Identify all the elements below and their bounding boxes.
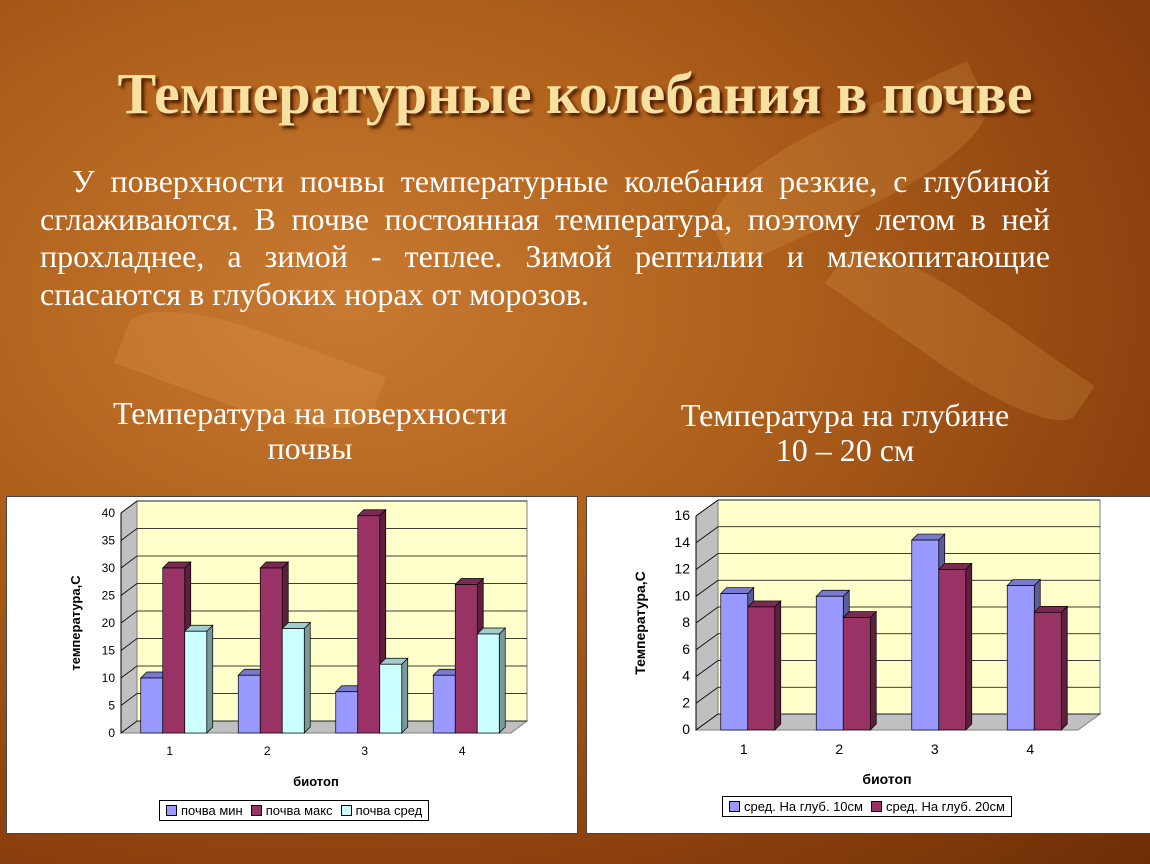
surface-chart-legend: почва мин почва макс почва сред bbox=[159, 800, 430, 821]
legend-swatch bbox=[870, 801, 882, 812]
legend-item: сред. На глуб. 10см bbox=[729, 799, 863, 814]
legend-item: почва мин bbox=[166, 803, 243, 818]
left-caption-line1: Температура на поверхности bbox=[112, 395, 508, 431]
body-paragraph: У поверхности почвы температурные колеба… bbox=[40, 163, 1050, 312]
legend-item: сред. На глуб. 20см bbox=[870, 799, 1005, 814]
surface-chart-panel bbox=[6, 496, 578, 834]
legend-item: почва макс bbox=[250, 803, 333, 818]
legend-swatch bbox=[166, 805, 177, 816]
legend-swatch bbox=[340, 805, 352, 816]
legend-item: почва сред bbox=[340, 803, 423, 818]
right-chart-caption: Температура на глубине 10 – 20 см bbox=[610, 398, 1080, 468]
left-chart-caption: Температура на поверхности почвы bbox=[40, 396, 580, 466]
legend-label: почва сред bbox=[355, 803, 423, 818]
legend-label: сред. На глуб. 20см bbox=[885, 799, 1005, 814]
right-caption-line2: 10 – 20 см bbox=[775, 432, 915, 468]
legend-swatch bbox=[729, 801, 740, 812]
legend-swatch bbox=[250, 805, 262, 816]
slide-title: Температурные колебания в почве bbox=[117, 61, 1033, 126]
legend-label: почва мин bbox=[181, 803, 243, 818]
depth-chart-legend: сред. На глуб. 10см сред. На глуб. 20см bbox=[722, 796, 1012, 817]
depth-chart-panel bbox=[586, 496, 1150, 834]
legend-label: сред. На глуб. 10см bbox=[744, 799, 863, 814]
right-caption-line1: Температура на глубине bbox=[680, 397, 1010, 433]
left-caption-line2: почвы bbox=[267, 430, 353, 466]
legend-label: почва макс bbox=[265, 803, 333, 818]
